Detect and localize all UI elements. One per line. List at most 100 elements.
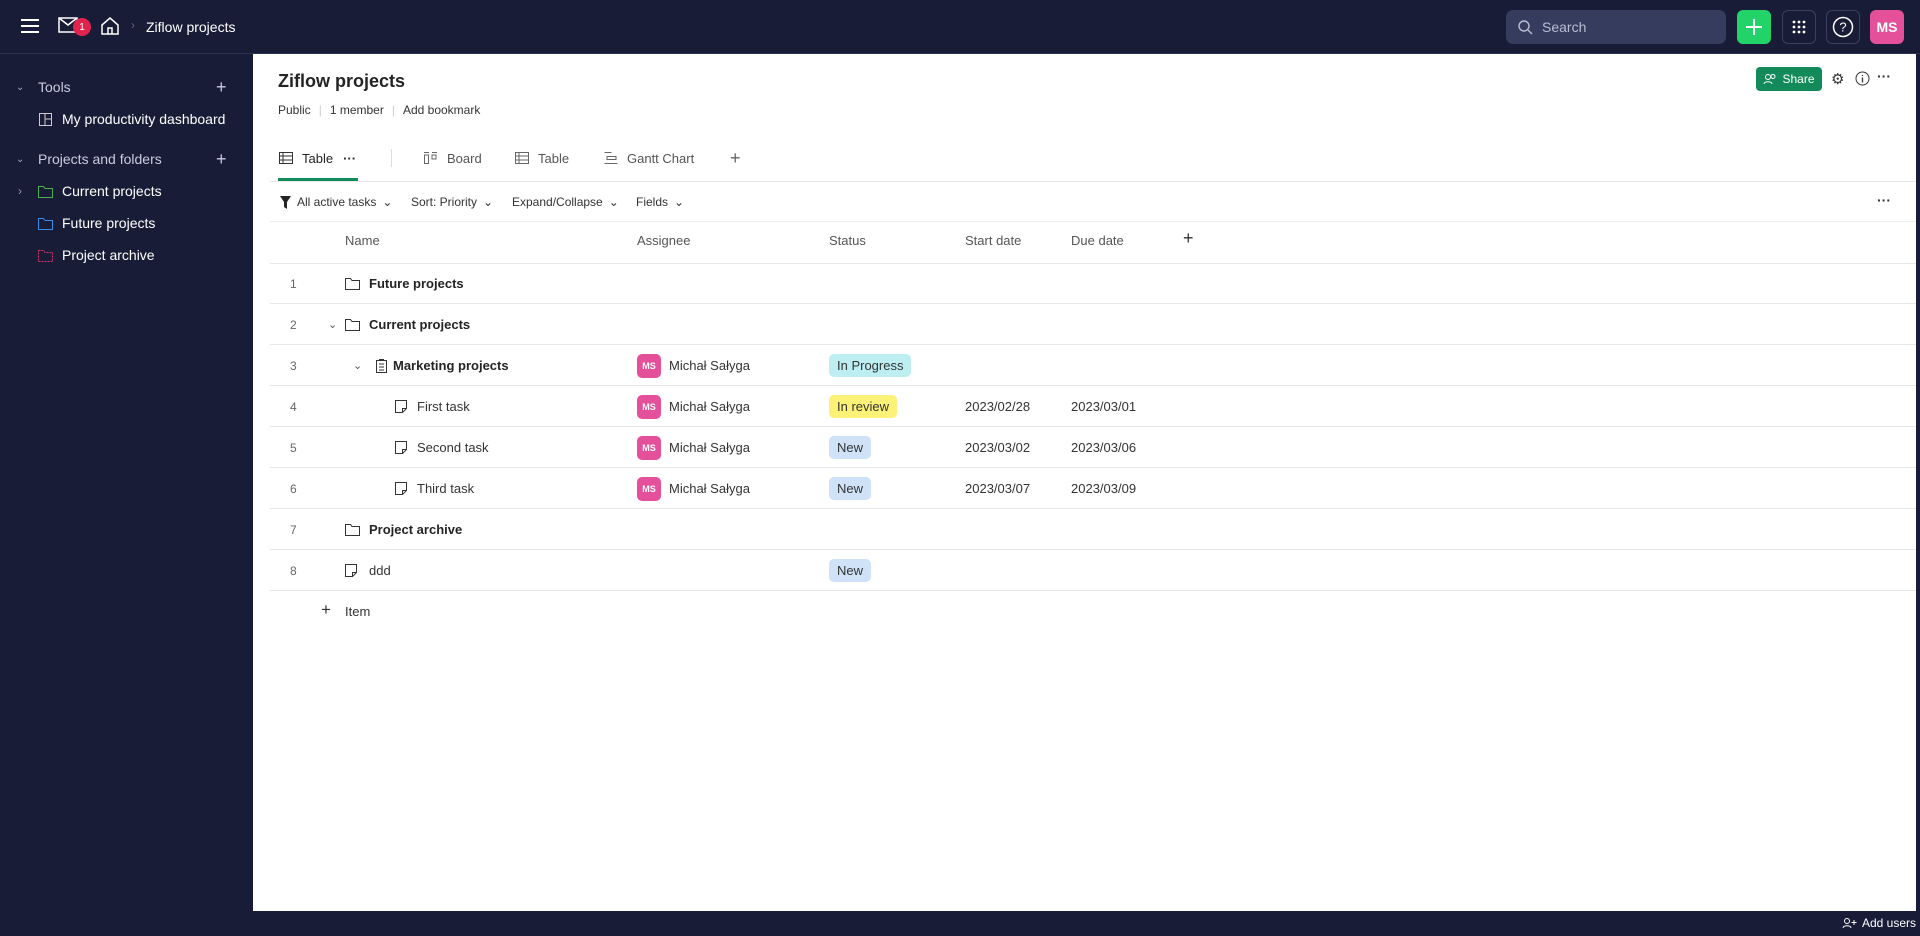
due-date[interactable]: 2023/03/06	[1071, 440, 1137, 455]
due-date[interactable]: 2023/03/01	[1071, 399, 1137, 414]
apps-grid-button[interactable]	[1782, 10, 1816, 44]
help-button[interactable]: ?	[1826, 10, 1860, 44]
add-project-plus-icon[interactable]: +	[216, 148, 227, 169]
status-cell[interactable]: New	[829, 468, 872, 509]
chevron-down-icon: ⌄	[608, 195, 619, 209]
item-name[interactable]: First task	[417, 399, 470, 414]
assignee-name: Michał Sałyga	[669, 440, 750, 455]
task-icon	[395, 468, 407, 509]
table-row[interactable]: 2 ⌄ Current projects	[270, 304, 1916, 345]
item-name[interactable]: Third task	[417, 481, 475, 496]
tab-table[interactable]: Table	[515, 146, 569, 170]
item-name[interactable]: Future projects	[369, 276, 464, 291]
due-date[interactable]: 2023/03/09	[1071, 481, 1137, 496]
sidebar-section-tools[interactable]: ⌄ Tools +	[0, 72, 253, 102]
fields-dropdown[interactable]: Fields ⌄	[636, 192, 684, 212]
item-name[interactable]: Second task	[417, 440, 489, 455]
settings-gear-icon[interactable]: ⚙	[1831, 71, 1845, 88]
sidebar-item-current-projects[interactable]: › Current projects	[0, 176, 253, 206]
table-row[interactable]: 4 First task MS Michał Sałyga In review 2023/…	[270, 386, 1916, 427]
column-header-name[interactable]: Name	[345, 233, 380, 248]
tab-more-icon[interactable]: ···	[343, 150, 357, 166]
assignee-name: Michał Sałyga	[669, 481, 750, 496]
task-icon	[395, 427, 407, 468]
tab-board[interactable]: Board	[424, 146, 482, 170]
sidebar-item-future-projects[interactable]: Future projects	[0, 208, 253, 238]
sidebar-item-dashboard[interactable]: My productivity dashboard	[0, 104, 253, 134]
sidebar-section-projects[interactable]: ⌄ Projects and folders +	[0, 144, 253, 174]
row-number: 1	[290, 276, 297, 291]
expand-chevron-icon[interactable]: ⌄	[353, 360, 363, 372]
sidebar-item-project-archive[interactable]: Project archive	[0, 240, 253, 270]
divider	[270, 181, 1916, 182]
user-avatar[interactable]: MS	[1870, 10, 1904, 44]
column-header-status[interactable]: Status	[829, 233, 866, 248]
row-number: 2	[290, 317, 297, 332]
chevron-right-icon[interactable]: ›	[18, 184, 22, 198]
sort-dropdown[interactable]: Sort: Priority ⌄	[411, 192, 493, 212]
visibility-label[interactable]: Public	[278, 103, 311, 117]
assignee-avatar: MS	[637, 394, 661, 419]
breadcrumb-current[interactable]: Ziflow projects	[146, 19, 236, 35]
expand-label: Expand/Collapse	[512, 195, 603, 209]
plus-icon	[1746, 19, 1762, 35]
table-row[interactable]: 8 ddd New	[270, 550, 1916, 591]
status-cell[interactable]: In review	[829, 386, 898, 427]
assignee-cell[interactable]: MS Michał Sałyga	[637, 345, 750, 386]
add-tool-plus-icon[interactable]: +	[216, 76, 227, 97]
page-meta: Public | 1 member | Add bookmark	[278, 103, 481, 117]
expand-collapse-dropdown[interactable]: Expand/Collapse ⌄	[512, 192, 619, 212]
tab-divider	[391, 149, 392, 167]
people-icon	[1763, 74, 1776, 85]
expand-chevron-icon[interactable]: ⌄	[328, 319, 338, 331]
table-row[interactable]: 5 Second task MS Michał Sałyga New 2023/03/02…	[270, 427, 1916, 468]
filter-dropdown[interactable]: All active tasks ⌄	[280, 192, 392, 212]
assignee-cell[interactable]: MS Michał Sałyga	[637, 427, 750, 468]
item-name[interactable]: Marketing projects	[393, 358, 509, 373]
table-row[interactable]: 1 Future projects	[270, 263, 1916, 304]
item-name[interactable]: Current projects	[369, 317, 471, 332]
assignee-cell[interactable]: MS Michał Sałyga	[637, 468, 750, 509]
members-link[interactable]: 1 member	[329, 103, 384, 117]
tab-gantt-chart[interactable]: Gantt Chart	[604, 146, 694, 170]
tab-table-active[interactable]: Table ···	[279, 146, 356, 170]
tab-label: Table	[302, 150, 334, 166]
assignee-cell[interactable]: MS Michał Sałyga	[637, 386, 750, 427]
column-header-start-date[interactable]: Start date	[965, 233, 1022, 248]
status-badge: New	[829, 436, 872, 459]
add-item-button[interactable]: Item	[345, 604, 371, 619]
column-header-due-date[interactable]: Due date	[1071, 233, 1124, 248]
bottom-bar: Add users	[0, 911, 1920, 936]
column-header-assignee[interactable]: Assignee	[637, 233, 691, 248]
chevron-down-icon: ⌄	[674, 195, 685, 209]
info-icon[interactable]	[1855, 71, 1870, 86]
assignee-avatar: MS	[637, 435, 661, 460]
table-row[interactable]: 6 Third task MS Michał Sałyga New 2023/03/07 2…	[270, 468, 1916, 509]
table-more-options-icon[interactable]: ···	[1877, 192, 1891, 208]
add-item-plus-icon[interactable]: +	[321, 600, 331, 619]
start-date[interactable]: 2023/03/07	[965, 481, 1031, 496]
table-row[interactable]: 3 ⌄ Marketing projects MS Michał Sałyga In Pr…	[270, 345, 1916, 386]
start-date[interactable]: 2023/03/02	[965, 440, 1031, 455]
grid-icon	[1792, 20, 1806, 34]
start-date[interactable]: 2023/02/28	[965, 399, 1031, 414]
search-input[interactable]: Search	[1506, 10, 1726, 44]
create-button[interactable]	[1737, 10, 1771, 44]
more-options-icon[interactable]: ···	[1877, 68, 1891, 84]
item-name[interactable]: Project archive	[369, 522, 463, 537]
status-cell[interactable]: New	[829, 427, 872, 468]
chevron-down-icon: ⌄	[483, 195, 494, 209]
add-users-button[interactable]: Add users	[1842, 916, 1916, 930]
status-cell[interactable]: In Progress	[829, 345, 912, 386]
share-button[interactable]: Share	[1756, 67, 1822, 91]
add-view-plus-icon[interactable]: +	[730, 147, 741, 168]
add-column-plus-icon[interactable]: +	[1183, 228, 1194, 248]
home-icon[interactable]	[100, 16, 120, 36]
hamburger-menu-icon[interactable]	[20, 17, 40, 35]
status-cell[interactable]: New	[829, 550, 872, 591]
status-badge: New	[829, 559, 872, 582]
table-row[interactable]: 7 Project archive	[270, 509, 1916, 550]
add-bookmark-link[interactable]: Add bookmark	[402, 103, 481, 117]
item-name[interactable]: ddd	[369, 563, 391, 578]
share-label: Share	[1782, 72, 1815, 86]
